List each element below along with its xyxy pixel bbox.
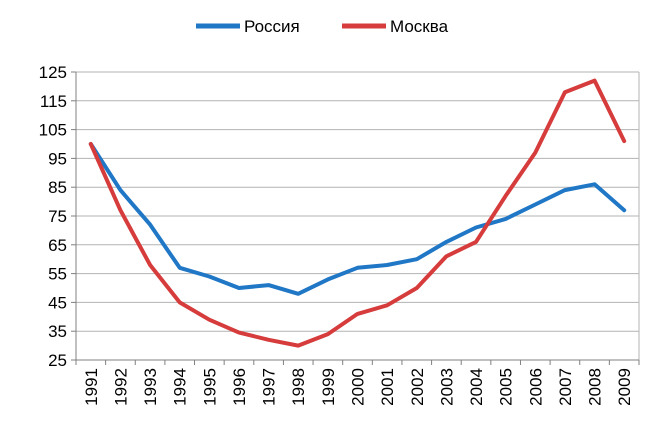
x-tick-label: 1997 (260, 368, 279, 406)
x-tick-label: 1995 (200, 368, 219, 406)
x-tick-label: 2007 (556, 368, 575, 406)
x-tick-label: 2004 (467, 368, 486, 406)
y-tick-label: 95 (48, 149, 67, 168)
y-tick-label: 115 (40, 92, 67, 111)
y-tick-label: 65 (48, 236, 67, 255)
x-tick-label: 1991 (82, 368, 101, 406)
x-tick-label: 2009 (615, 368, 634, 406)
x-tick-label: 2006 (526, 368, 545, 406)
y-tick-label: 25 (48, 351, 67, 370)
y-axis: 25 35 45 55 65 75 85 95 105 115 125 (39, 63, 77, 370)
x-tick-label: 2008 (586, 368, 605, 406)
y-tick-label: 75 (48, 207, 67, 226)
x-tick-label: 2002 (408, 368, 427, 406)
y-tick-label: 85 (48, 178, 67, 197)
x-tick-label: 1996 (230, 368, 249, 406)
series-lines (88, 78, 627, 348)
x-tick-label: 2000 (349, 368, 368, 406)
x-tick-label: 2001 (378, 368, 397, 406)
x-tick-label: 2005 (497, 368, 516, 406)
y-tick-label: 35 (48, 322, 67, 341)
y-tick-label: 45 (48, 293, 67, 312)
y-tick-label: 55 (48, 265, 67, 284)
x-tick-label: 1993 (141, 368, 160, 406)
legend-label: Россия (244, 17, 300, 36)
series-line (88, 142, 627, 296)
x-tick-label: 1994 (171, 368, 190, 406)
y-tick-label: 105 (39, 121, 67, 140)
x-tick-label: 1999 (319, 368, 338, 406)
x-tick-label: 2003 (437, 368, 456, 406)
legend: Россия Москва (196, 17, 449, 36)
x-axis: 1991 1992 1993 1994 1995 1996 1997 1998 1999 2000… (75, 359, 640, 406)
x-tick-label: 1998 (289, 368, 308, 406)
x-tick-label: 1992 (111, 368, 130, 406)
legend-label: Москва (390, 17, 449, 36)
y-tick-label: 125 (39, 63, 67, 82)
series-line (88, 78, 627, 348)
